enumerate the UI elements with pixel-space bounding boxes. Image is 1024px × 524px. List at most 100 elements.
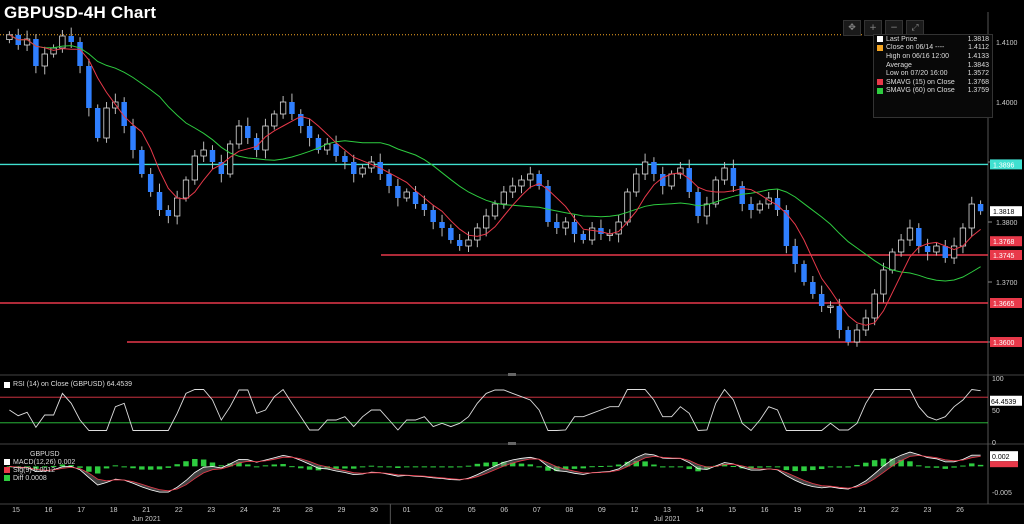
- x-day-label: 29: [338, 507, 346, 514]
- macd-diff-bar: [236, 462, 242, 467]
- price-label-box: [990, 337, 1022, 347]
- x-day-label: 17: [77, 507, 85, 514]
- candle-body: [94, 108, 101, 138]
- macd-diff-bar: [192, 458, 198, 467]
- macd-legend-title: GBPUSD: [30, 451, 60, 458]
- x-day-label: 15: [728, 507, 736, 514]
- candle-body: [209, 150, 216, 162]
- candle-body: [924, 246, 931, 252]
- macd-diff-bar: [509, 462, 516, 467]
- rsi-value-label: 64.4539: [991, 399, 1016, 406]
- candle-body: [810, 282, 816, 294]
- macd-signal-box: [990, 461, 1018, 468]
- legend-row-sma15: SMAVG (15) on Close 1.3768: [874, 78, 992, 87]
- candle-body: [801, 264, 807, 282]
- candle-body: [41, 53, 48, 67]
- macd-diff-bar: [907, 461, 913, 467]
- macd-diff-bar: [527, 464, 534, 467]
- candle-body: [306, 126, 313, 138]
- macd-value-box: [990, 451, 1018, 462]
- macd-diff-bar: [571, 466, 578, 469]
- candle-body: [862, 317, 869, 331]
- x-day-label: 28: [305, 507, 313, 514]
- x-day-label: 18: [110, 507, 118, 514]
- macd-diff-bar: [183, 461, 189, 467]
- macd-diff-bar: [977, 464, 984, 467]
- candle-body: [191, 155, 198, 181]
- candle-body: [289, 102, 295, 114]
- macd-diff-bar: [730, 465, 737, 467]
- rsi-legend: RSI (14) on Close (GBPUSD) 64.4539: [4, 381, 132, 388]
- macd-diff-bar: [783, 466, 790, 471]
- macd-diff-bar: [209, 462, 216, 467]
- rsi-value-box: [990, 395, 1022, 406]
- macd-diff-bar: [545, 466, 551, 471]
- candle-body: [218, 162, 225, 174]
- x-day-label: 15: [12, 507, 20, 514]
- macd-diff-bar: [924, 466, 931, 468]
- x-day-label: 01: [403, 507, 411, 514]
- rsi-legend-text: RSI (14) on Close (GBPUSD) 64.4539: [13, 381, 133, 388]
- macd-diff-bar: [845, 466, 851, 468]
- candle-body: [588, 227, 596, 241]
- price-label: 1.3665: [993, 301, 1015, 308]
- price-label: 1.3768: [993, 239, 1015, 246]
- candle-body: [792, 246, 798, 264]
- x-day-label: 30: [370, 507, 378, 514]
- candle-body: [509, 185, 516, 193]
- macd-diff-bar: [792, 466, 798, 472]
- legend-swatch: [877, 87, 883, 94]
- candle-body: [916, 228, 922, 246]
- macd-legend-row: MACD(12,26) 0.002: [4, 458, 75, 466]
- panel-resize-handle: [508, 442, 516, 445]
- macd-diff-bar: [518, 463, 525, 467]
- candle-body: [756, 203, 764, 211]
- macd-diff-bar: [880, 458, 887, 467]
- macd-diff-bar: [492, 461, 498, 467]
- candle-body: [686, 168, 692, 192]
- candle-body: [174, 197, 181, 217]
- x-day-label: 13: [663, 507, 671, 514]
- macd-diff-bar: [333, 466, 339, 469]
- price-label-box: [990, 298, 1022, 308]
- macd-diff-bar: [642, 461, 648, 467]
- y-tick-label: 1.3700: [996, 280, 1018, 287]
- macd-diff-bar: [439, 466, 445, 468]
- candle-body: [395, 186, 401, 198]
- x-day-label: 23: [207, 507, 215, 514]
- rsi-line: [9, 388, 981, 432]
- macd-value-label: 0.002: [992, 454, 1010, 461]
- candle-body: [527, 173, 534, 181]
- candle-body: [562, 221, 569, 229]
- macd-diff-bar: [633, 460, 639, 467]
- legend-row-sma60: SMAVG (60) on Close 1.3759: [874, 87, 992, 96]
- candle-body: [465, 239, 472, 247]
- candle-body: [836, 306, 843, 330]
- legend-swatch: [877, 62, 883, 68]
- move-icon[interactable]: ✥: [843, 20, 861, 36]
- candle-body: [641, 161, 649, 175]
- macd-diff-bar: [456, 466, 463, 468]
- macd-diff-bar: [827, 466, 834, 468]
- macd-diff-bar: [615, 464, 622, 467]
- macd-diff-bar: [289, 466, 295, 468]
- candle-body: [59, 35, 66, 49]
- zoom-in-icon[interactable]: +: [864, 20, 882, 36]
- candle-body: [977, 204, 984, 212]
- macd-diff-bar: [960, 465, 966, 467]
- candle-body: [818, 294, 825, 306]
- macd-diff-bar: [139, 466, 145, 470]
- candle-body: [518, 179, 525, 187]
- candle-body: [103, 107, 110, 139]
- x-day-label: 09: [598, 507, 606, 514]
- x-day-label: 22: [175, 507, 183, 514]
- candle-body: [271, 113, 278, 127]
- candle-body: [253, 138, 260, 150]
- chart-title: GBPUSD-4H Chart: [4, 3, 157, 22]
- candle-body: [50, 47, 57, 55]
- candle-body: [880, 269, 887, 295]
- candle-body: [182, 179, 190, 199]
- candle-body: [439, 222, 445, 228]
- macd-diff-bar: [33, 466, 39, 469]
- candle-body: [695, 192, 701, 216]
